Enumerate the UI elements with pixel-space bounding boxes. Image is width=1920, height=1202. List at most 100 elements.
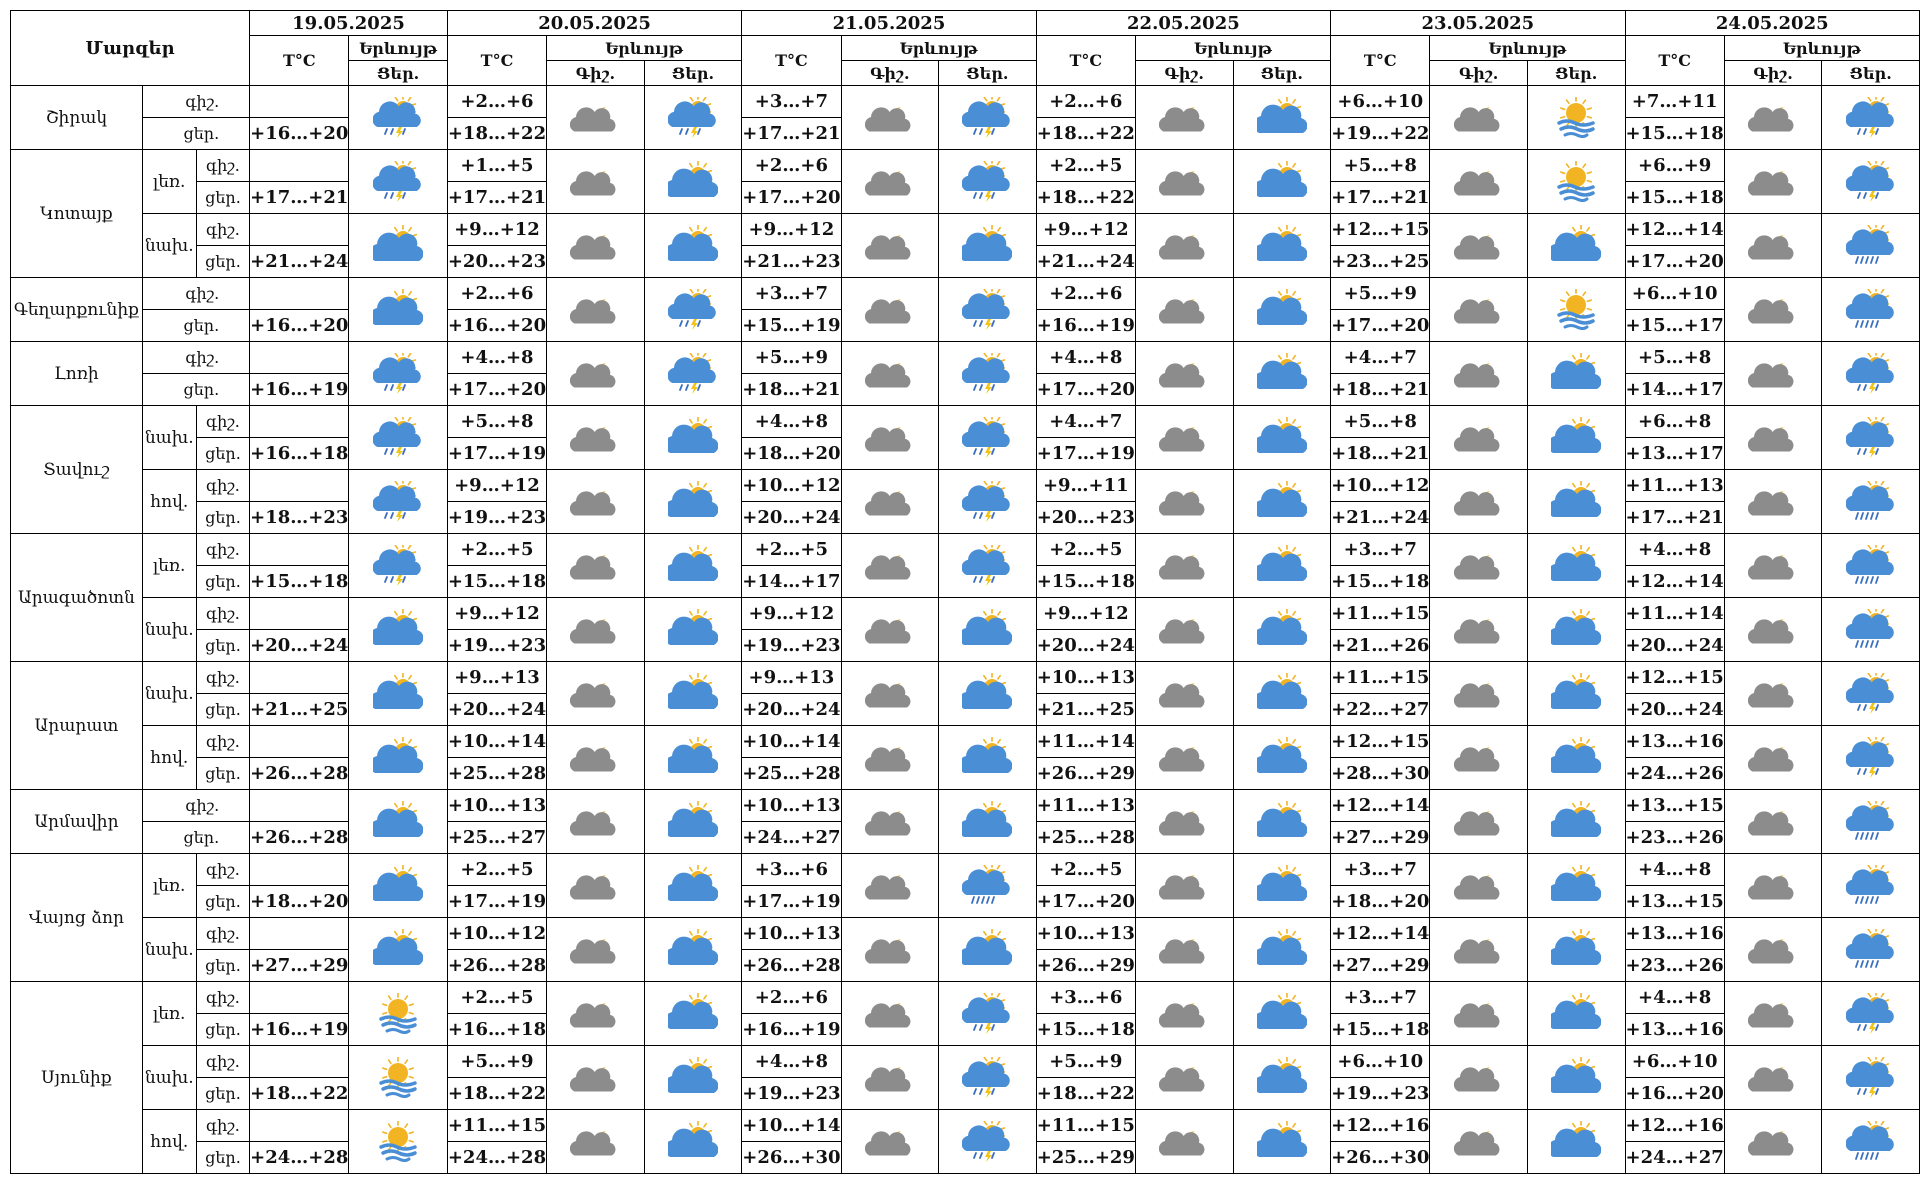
day-label: ցեր. (195, 245, 251, 278)
region-name: Արարատ (10, 661, 143, 790)
night-cloudy-icon (1134, 85, 1234, 150)
night-cloudy-icon (1723, 277, 1823, 342)
night-cloudy-icon (840, 277, 940, 342)
temperature-cell: +17…+20 (1624, 245, 1725, 278)
temperature-cell: +17…+20 (1035, 885, 1136, 918)
night-cloudy-icon (1134, 981, 1234, 1046)
temperature-cell: +19…+22 (1330, 117, 1431, 150)
night-cloudy-icon (840, 1109, 940, 1174)
night-cloudy-icon (546, 149, 645, 214)
subregion-label: նախ. (141, 1045, 197, 1110)
temp-header: T°C (446, 35, 548, 86)
temperature-cell: +12…+14 (1330, 789, 1431, 822)
night-cloudy-icon (546, 533, 645, 598)
subregion-label: հով. (141, 469, 197, 534)
partly-cloudy-icon (643, 533, 743, 598)
temperature-cell: +17…+21 (1624, 501, 1725, 534)
partly-cloudy-icon (1526, 469, 1626, 534)
night-header: Գիշ. (1429, 60, 1528, 86)
night-cloudy-icon (840, 213, 940, 278)
partly-cloudy-icon (348, 597, 448, 662)
thunder-rain-icon (938, 981, 1037, 1046)
thunder-rain-icon (1821, 1045, 1920, 1110)
temperature-cell: +3…+7 (1330, 533, 1431, 566)
table-row: ցեր. +18…+23 +19…+23 +20…+24 +20…+23 +21…+24 +… (11, 501, 1920, 534)
temperature-cell: +6…+10 (1624, 277, 1725, 310)
partly-cloudy-icon (643, 213, 743, 278)
temperature-cell: +16…+18 (446, 1013, 548, 1046)
temperature-cell: +4…+8 (741, 1045, 842, 1078)
night-cloudy-icon (1723, 1109, 1823, 1174)
table-row: Շիրակ գիշ. +2…+6 +3…+7 +2…+6 +6…+10 +7…+11 (10, 85, 1920, 150)
temperature-cell: +2…+6 (1035, 85, 1136, 118)
temperature-cell: +13…+17 (1624, 437, 1725, 470)
partly-cloudy-icon (938, 661, 1037, 726)
rain-icon (1821, 1109, 1920, 1174)
night-cloudy-icon (546, 853, 645, 918)
night-cloudy-icon (1429, 85, 1528, 150)
partly-cloudy-icon (643, 853, 743, 918)
partly-cloudy-icon (1232, 725, 1332, 790)
rain-icon (1821, 533, 1920, 598)
temperature-cell: +15…+18 (1624, 181, 1725, 214)
temperature-cell: +17…+20 (741, 181, 842, 214)
fog-sun-icon (348, 1109, 448, 1174)
night-cloudy-icon (840, 981, 940, 1046)
temperature-cell: +2…+6 (1035, 277, 1136, 310)
table-row: հով. գիշ. +11…+15 +10…+14 +11…+15 +12…+16 +12…… (11, 1109, 1920, 1174)
fog-sun-icon (348, 1045, 448, 1110)
partly-cloudy-icon (1232, 597, 1332, 662)
partly-cloudy-icon (348, 917, 448, 982)
temperature-cell: +3…+7 (741, 277, 842, 310)
phenomenon-header: Երևույթ (1429, 35, 1626, 61)
temperature-cell: +20…+24 (1035, 629, 1136, 662)
header-row-dates: Մարզեր 19.05.2025 20.05.2025 21.05.2025 22.0… (9, 10, 1920, 86)
temperature-cell: +7…+11 (1624, 85, 1725, 118)
temperature-cell: +2…+5 (1035, 149, 1136, 182)
temperature-cell: +26…+30 (741, 1141, 842, 1174)
thunder-rain-icon (1821, 149, 1920, 214)
partly-cloudy-icon (1232, 469, 1332, 534)
temperature-cell (249, 85, 350, 118)
temperature-cell: +24…+28 (446, 1141, 548, 1174)
temperature-cell: +16…+19 (741, 1013, 842, 1046)
temperature-cell: +2…+5 (1035, 533, 1136, 566)
temperature-cell: +10…+13 (1035, 917, 1136, 950)
temperature-cell: +23…+26 (1624, 821, 1725, 854)
temperature-cell: +5…+9 (1330, 277, 1431, 310)
temperature-cell: +5…+8 (1624, 341, 1725, 374)
temperature-cell: +14…+17 (741, 565, 842, 598)
temperature-cell: +12…+15 (1624, 661, 1725, 694)
temperature-cell: +17…+21 (446, 181, 548, 214)
thunder-rain-icon (1821, 981, 1920, 1046)
temperature-cell: +9…+12 (741, 597, 842, 630)
temperature-cell: +20…+24 (446, 693, 548, 726)
temperature-cell: +25…+28 (446, 757, 548, 790)
region-name: Սյունիք (10, 981, 143, 1174)
night-label: գիշ. (195, 981, 251, 1014)
temperature-cell: +6…+9 (1624, 149, 1725, 182)
table-row: ցեր. +15…+18 +15…+18 +14…+17 +15…+18 +15…+18 +… (11, 565, 1920, 598)
temperature-cell: +26…+28 (249, 821, 350, 854)
table-row: հով. գիշ. +9…+12 +10…+12 +9…+11 +10…+12 +11…+1… (11, 469, 1920, 534)
thunder-rain-icon (938, 533, 1037, 598)
temperature-cell: +12…+14 (1330, 917, 1431, 950)
temperature-cell: +20…+24 (249, 629, 350, 662)
table-row: Վայոց ձոր լեռ. գիշ. +2…+5 +3…+6 +2…+5 +3…+7 +4…… (10, 853, 1920, 982)
region-name: Արագածոտն (10, 533, 143, 662)
partly-cloudy-icon (1232, 1045, 1332, 1110)
night-label: գիշ. (195, 149, 251, 182)
night-cloudy-icon (1134, 277, 1234, 342)
temperature-cell: +9…+11 (1035, 469, 1136, 502)
night-cloudy-icon (840, 853, 940, 918)
day-header: Ցեր. (1232, 60, 1332, 86)
temperature-cell: +24…+26 (1624, 757, 1725, 790)
thunder-rain-icon (643, 277, 743, 342)
partly-cloudy-icon (1526, 725, 1626, 790)
day-label: ցեր. (195, 1013, 251, 1046)
temperature-cell: +16…+20 (446, 309, 548, 342)
region-name: Լոռի (10, 341, 143, 406)
temperature-cell: +10…+13 (741, 789, 842, 822)
subregion-label: հով. (141, 725, 197, 790)
partly-cloudy-icon (1526, 789, 1626, 854)
